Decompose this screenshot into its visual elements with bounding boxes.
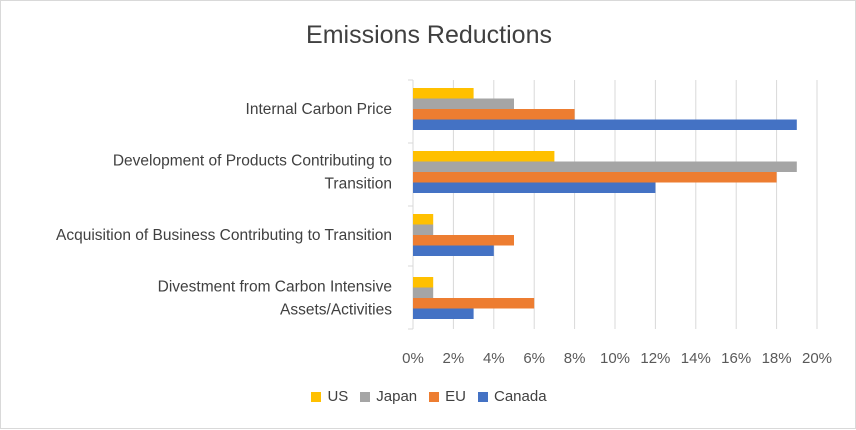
x-tick-label: 4% [483,350,505,367]
bar-eu-0 [413,109,575,120]
legend-swatch [360,391,371,402]
bar-us-0 [413,88,474,99]
bar-japan-0 [413,98,514,109]
bar-canada-3 [413,308,474,319]
legend-label: US [327,388,349,405]
legend-item-japan: Japan [360,388,417,405]
legend-label: Canada [494,388,547,405]
bar-us-3 [413,277,434,288]
legend-item-us: US [311,388,348,405]
legend-item-canada: Canada [478,388,547,405]
bar-eu-1 [413,172,777,183]
x-tick-label: 0% [402,350,424,367]
bar-canada-1 [413,182,656,193]
legend-swatch [429,391,440,402]
bar-japan-3 [413,287,434,298]
bar-japan-2 [413,224,434,235]
x-tick-label: 10% [600,350,630,367]
bar-us-2 [413,214,434,225]
category-label: Development of Products Contributing to T… [113,153,392,193]
chart-legend: US Japan EU Canada [1,388,856,405]
legend-label: EU [445,388,466,405]
bar-eu-3 [413,298,535,309]
category-label: Divestment from Carbon Intensive Assets/A… [158,279,393,319]
x-tick-label: 16% [721,350,751,367]
x-tick-label: 12% [640,350,670,367]
bar-us-1 [413,151,555,162]
category-label: Internal Carbon Price [246,101,392,118]
chart-title: Emissions Reductions [306,21,552,49]
legend-label: Japan [376,388,418,405]
legend-swatch [478,391,488,402]
bar-japan-1 [413,161,797,172]
x-tick-label: 8% [564,350,586,367]
x-tick-label: 6% [523,350,545,367]
x-tick-label: 14% [681,350,711,367]
category-label: Acquisition of Business Contributing to … [56,227,392,244]
x-tick-label: 18% [762,350,792,367]
legend-item-eu: EU [429,388,466,405]
legend-swatch [311,391,322,402]
bar-eu-2 [413,235,514,246]
x-tick-label: 2% [443,350,465,367]
bar-canada-2 [413,245,494,256]
x-tick-label: 20% [802,350,832,367]
bar-canada-0 [413,119,797,130]
